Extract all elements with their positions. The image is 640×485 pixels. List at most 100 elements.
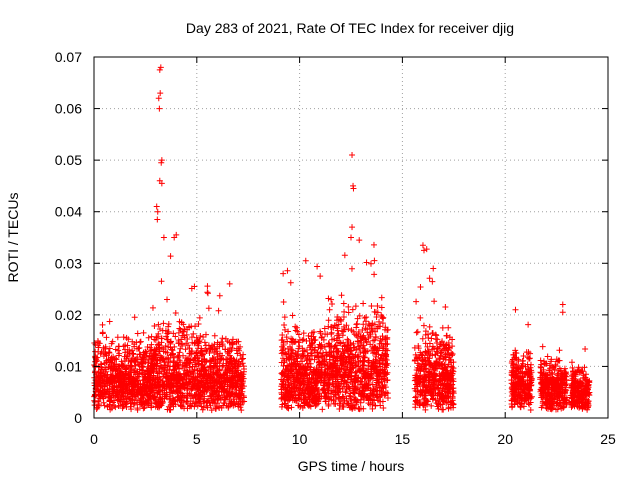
data-point <box>574 384 581 391</box>
data-point <box>175 354 182 361</box>
data-point <box>443 399 450 406</box>
data-point <box>346 392 353 399</box>
data-point <box>325 295 332 302</box>
data-point <box>110 390 117 397</box>
data-point <box>234 362 241 369</box>
data-point <box>204 290 211 297</box>
data-point <box>437 377 444 384</box>
data-point <box>322 373 329 380</box>
data-point <box>429 395 436 402</box>
data-point <box>363 374 370 381</box>
data-point <box>227 401 234 408</box>
data-point <box>345 383 352 390</box>
data-point <box>304 401 311 408</box>
data-point <box>549 384 556 391</box>
data-point <box>160 234 167 241</box>
data-point <box>427 350 434 357</box>
data-point <box>525 349 532 356</box>
data-point <box>281 314 288 321</box>
data-point <box>568 377 575 384</box>
data-point <box>184 382 191 389</box>
data-point <box>371 257 378 264</box>
data-point <box>417 314 424 321</box>
data-point <box>559 309 566 316</box>
data-point <box>320 349 327 356</box>
data-point <box>331 400 338 407</box>
data-point <box>384 326 391 333</box>
data-point <box>425 347 432 354</box>
data-point <box>547 365 554 372</box>
x-tick-label: 10 <box>292 431 308 447</box>
data-point <box>309 392 316 399</box>
data-point <box>188 334 195 341</box>
data-point <box>188 367 195 374</box>
data-point <box>219 363 226 370</box>
data-point <box>233 339 240 346</box>
data-point <box>377 384 384 391</box>
data-point <box>329 301 336 308</box>
data-point <box>330 387 337 394</box>
data-point <box>106 381 113 388</box>
data-point <box>575 390 582 397</box>
data-point <box>333 345 340 352</box>
data-point <box>304 352 311 359</box>
data-point <box>575 397 582 404</box>
data-point <box>222 346 229 353</box>
data-point <box>311 388 318 395</box>
data-point <box>114 334 121 341</box>
data-point <box>509 358 516 365</box>
data-point <box>337 398 344 405</box>
data-point <box>193 349 200 356</box>
data-point <box>212 405 219 412</box>
data-point <box>121 353 128 360</box>
data-point <box>305 332 312 339</box>
data-point <box>562 370 569 377</box>
data-point <box>95 348 102 355</box>
data-point <box>132 362 139 369</box>
data-point <box>218 339 225 346</box>
data-point <box>221 383 228 390</box>
data-point <box>304 382 311 389</box>
data-point <box>160 355 167 362</box>
data-point <box>203 347 210 354</box>
data-point <box>224 375 231 382</box>
data-point <box>512 396 519 403</box>
data-point <box>304 360 311 367</box>
data-point <box>424 343 431 350</box>
data-point <box>443 332 450 339</box>
data-point <box>194 402 201 409</box>
data-point <box>296 360 303 367</box>
data-point <box>192 385 199 392</box>
data-point <box>436 355 443 362</box>
data-point <box>240 363 247 370</box>
data-point <box>513 378 520 385</box>
data-point <box>377 370 384 377</box>
data-point <box>420 322 427 329</box>
data-point <box>112 404 119 411</box>
data-point <box>329 357 336 364</box>
data-point <box>449 367 456 374</box>
data-point <box>347 364 354 371</box>
data-point <box>151 393 158 400</box>
data-point <box>373 364 380 371</box>
data-point <box>582 345 589 352</box>
data-point <box>381 353 388 360</box>
data-point <box>414 328 421 335</box>
x-tick-label: 0 <box>90 431 98 447</box>
data-point <box>449 351 456 358</box>
data-point <box>238 407 245 414</box>
data-point <box>187 378 194 385</box>
data-point <box>371 349 378 356</box>
data-point <box>134 378 141 385</box>
data-point <box>319 387 326 394</box>
data-point <box>511 401 518 408</box>
data-point <box>140 366 147 373</box>
data-point <box>426 323 433 330</box>
chart-title: Day 283 of 2021, Rate Of TEC Index for r… <box>186 20 514 36</box>
data-point <box>368 303 375 310</box>
data-point <box>184 400 191 407</box>
data-point <box>413 355 420 362</box>
data-point <box>212 370 219 377</box>
data-point <box>140 405 147 412</box>
data-point <box>365 362 372 369</box>
